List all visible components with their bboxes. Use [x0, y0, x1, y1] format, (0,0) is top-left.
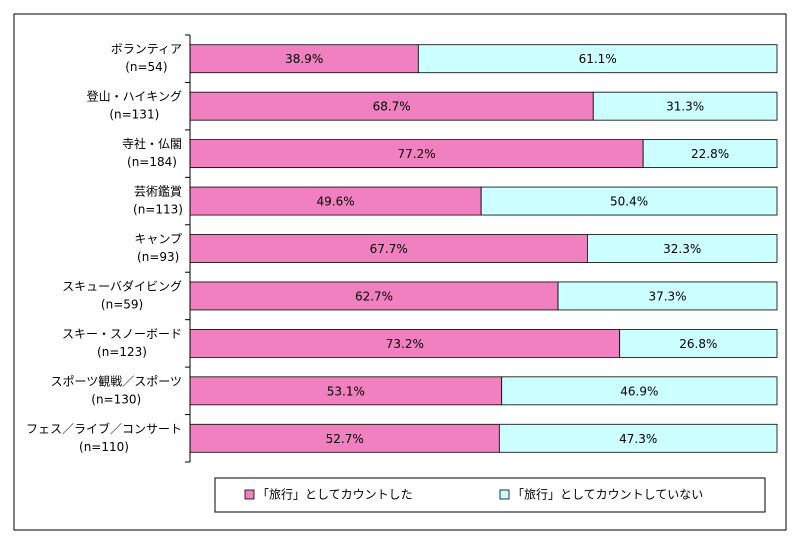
category-label: 芸術鑑賞 — [134, 184, 182, 199]
legend-swatch — [499, 489, 510, 500]
bar-segment — [501, 376, 778, 406]
category-label: スキー・スノーボード — [62, 327, 182, 341]
bar-value-label: 38.9% — [285, 52, 323, 66]
bar-value-label: 26.8% — [679, 337, 717, 351]
legend-swatch — [244, 489, 255, 500]
bar-value-label: 50.4% — [610, 195, 648, 209]
bar-segment — [619, 328, 778, 358]
legend-box — [214, 477, 766, 513]
sample-size-label: (n=131) — [109, 108, 159, 122]
bar-value-label: 31.3% — [666, 100, 704, 114]
category-label: フェス／ライブ／コンサート — [26, 421, 182, 436]
sample-size-label: (n=110) — [79, 440, 129, 454]
bar-value-label: 62.7% — [355, 289, 393, 303]
bar-value-label: 73.2% — [386, 337, 424, 351]
bar-segment — [189, 91, 594, 121]
bar-segment — [189, 44, 419, 74]
category-label: キャンプ — [134, 232, 182, 246]
bar-segment — [480, 186, 778, 216]
bar-value-label: 68.7% — [373, 100, 411, 114]
bar-segment — [189, 139, 644, 169]
bar-value-label: 61.1% — [579, 52, 617, 66]
sample-size-label: (n=54) — [125, 60, 167, 74]
bar-segment — [189, 281, 559, 311]
legend-label: 「旅行」としてカウントしていない — [512, 488, 703, 502]
category-label: スポーツ観戦／スポーツ — [50, 374, 182, 388]
category-label: ボランティア — [111, 42, 182, 56]
bar-value-label: 52.7% — [326, 432, 364, 446]
bar-value-label: 47.3% — [619, 432, 657, 446]
bar-segment — [189, 423, 500, 453]
bar-value-label: 46.9% — [620, 384, 658, 398]
sample-size-label: (n=123) — [97, 345, 147, 359]
bar-value-label: 49.6% — [317, 195, 355, 209]
legend-label: 「旅行」としてカウントした — [257, 488, 413, 502]
bar-value-label: 37.3% — [648, 289, 686, 303]
bar-value-label: 53.1% — [327, 384, 365, 398]
bar-segment — [592, 91, 778, 121]
category-label: 登山・ハイキング — [87, 89, 182, 104]
bar-segment — [498, 423, 778, 453]
bar-value-label: 32.3% — [663, 242, 701, 256]
bar-value-label: 77.2% — [398, 147, 436, 161]
bar-segment — [417, 44, 778, 74]
category-label: スキューバダイビング — [62, 278, 182, 293]
bar-value-label: 67.7% — [370, 242, 408, 256]
sample-size-label: (n=113) — [133, 203, 183, 217]
sample-size-label: (n=130) — [91, 392, 141, 406]
bar-segment — [642, 139, 778, 169]
sample-size-label: (n=93) — [137, 250, 179, 264]
category-label: 寺社・仏閣 — [122, 136, 182, 151]
bar-segment — [557, 281, 778, 311]
sample-size-label: (n=184) — [127, 155, 177, 169]
bar-segment — [586, 234, 778, 263]
sample-size-label: (n=59) — [101, 297, 143, 311]
bar-value-label: 22.8% — [691, 147, 729, 161]
